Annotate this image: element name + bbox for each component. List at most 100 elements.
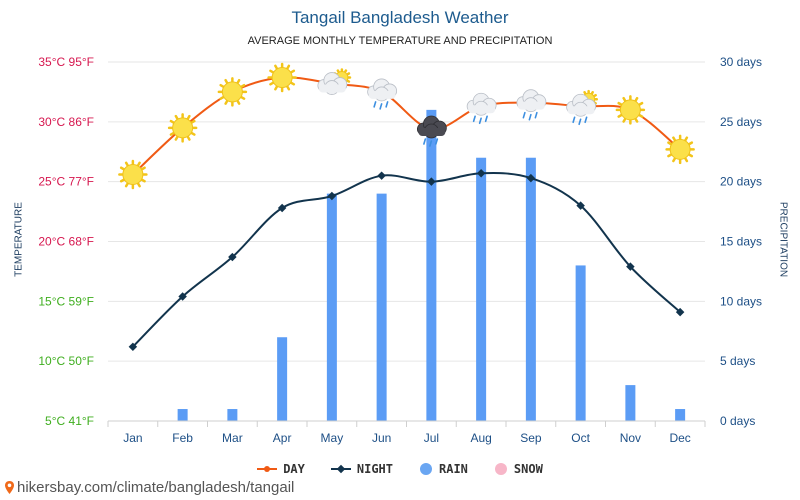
y-right-tick-label: 30 days — [720, 55, 762, 69]
sun-icon — [665, 134, 695, 165]
weather-icons — [118, 62, 695, 190]
sun-disc — [271, 67, 293, 89]
y-right-tick-label: 25 days — [720, 115, 762, 129]
chart-title: Tangail Bangladesh Weather — [291, 8, 509, 27]
legend-item-day[interactable]: DAY — [257, 462, 305, 476]
rain-bar — [625, 385, 636, 421]
x-tick-label: Jun — [372, 431, 391, 445]
sun-icon — [217, 77, 248, 107]
sun-icon — [118, 159, 148, 190]
legend-rain-marker-icon — [420, 463, 432, 475]
source-text: hikersbay.com/climate/bangladesh/tangail — [17, 479, 295, 496]
y-left-tick-label: 10°C 50°F — [38, 354, 94, 368]
sun-icon — [167, 113, 198, 143]
rain-drop — [484, 115, 488, 123]
x-tick-label: Nov — [620, 431, 641, 445]
cloud-base — [468, 105, 496, 114]
y-axis-right: 30 days 25 days 20 days 15 days 10 days 5 day… — [720, 55, 762, 428]
rain-bar — [277, 337, 288, 421]
rain-drop — [472, 115, 476, 123]
y-left-tick-label: 15°C 59°F — [38, 294, 94, 308]
cloud-base — [567, 106, 595, 115]
legend-label-night: NIGHT — [356, 462, 393, 476]
cloud-icon — [367, 78, 398, 102]
source-link[interactable]: hikersbay.com/climate/bangladesh/tangail — [4, 479, 294, 496]
y-left-tick-label: 25°C 77°F — [38, 175, 94, 189]
rain-drop — [373, 101, 377, 108]
night-point — [377, 171, 386, 180]
cloud-icon — [466, 92, 497, 116]
rain-drop — [478, 117, 482, 125]
rain-cloud-icon — [466, 92, 497, 125]
storm-cloud-icon — [416, 115, 447, 147]
y-axis-left-label: TEMPERATURE — [13, 202, 25, 277]
rain-drop — [522, 111, 526, 119]
rain-drop — [379, 103, 383, 110]
cloud-icon — [566, 93, 597, 117]
legend-item-night[interactable]: NIGHT — [330, 462, 393, 476]
y-left-tick-label: 5°C 41°F — [45, 414, 94, 428]
day-series — [129, 74, 684, 178]
y-right-tick-label: 5 days — [720, 354, 755, 368]
cloud-icon — [516, 89, 547, 113]
x-tick-label: Apr — [273, 431, 292, 445]
sun-icon — [267, 62, 297, 93]
y-axis-left: 35°C 95°F 30°C 86°F 25°C 77°F 20°C 68°F 15°C… — [38, 55, 94, 428]
legend-night-marker-icon — [330, 464, 351, 474]
sun-disc — [619, 99, 641, 121]
rain-cloud-icon — [516, 89, 547, 121]
sun-disc — [221, 81, 243, 103]
cloud-base — [318, 84, 346, 93]
rain-cloud-icon — [367, 78, 398, 110]
rain-bar — [575, 265, 586, 421]
sun-icon — [615, 95, 646, 125]
rain-drop — [385, 101, 389, 108]
night-line — [132, 172, 681, 348]
rain-bars — [177, 109, 686, 421]
x-tick-label: Oct — [571, 431, 590, 445]
x-tick-label: Sep — [520, 431, 542, 445]
rain-drop — [584, 116, 588, 124]
night-point — [476, 169, 486, 178]
legend-snow-marker-icon — [494, 463, 507, 475]
night-point — [327, 191, 337, 201]
legend-day-marker-icon — [257, 466, 278, 472]
rain-drop — [528, 113, 532, 121]
y-right-tick-label: 20 days — [720, 175, 762, 189]
location-pin-icon — [5, 481, 14, 494]
day-line — [132, 76, 681, 176]
y-right-tick-label: 0 days — [720, 414, 755, 428]
sun-disc — [172, 117, 194, 139]
sun-icon — [615, 95, 646, 125]
x-axis: Jan Feb Mar Apr May Jun Jul Aug Sep Oct Nov Dec — [107, 420, 706, 445]
rain-bar — [525, 157, 536, 421]
sun-icon — [217, 77, 248, 107]
chart-subtitle: AVERAGE MONTHLY TEMPERATURE AND PRECIPIT… — [247, 35, 553, 47]
night-point — [128, 342, 138, 352]
legend-item-snow[interactable]: SNOW — [494, 462, 543, 476]
legend-item-rain[interactable]: RAIN — [419, 462, 468, 476]
sun-icon — [118, 159, 148, 190]
y-right-tick-label: 10 days — [720, 294, 762, 308]
cloud-icon — [317, 72, 348, 95]
legend-label-snow: SNOW — [513, 462, 543, 476]
x-tick-label: Aug — [470, 431, 491, 445]
night-point — [228, 252, 237, 262]
sun-rain-cloud-icon — [566, 89, 598, 126]
rain-bar — [227, 409, 238, 421]
rain-drop — [423, 138, 427, 145]
night-point — [427, 177, 436, 186]
cloud-base — [418, 128, 446, 137]
night-point — [178, 292, 187, 301]
sun-icon — [267, 62, 297, 93]
x-tick-label: Dec — [669, 431, 690, 445]
y-left-tick-label: 30°C 86°F — [38, 115, 94, 129]
cloud-base — [368, 90, 396, 99]
legend-label-day: DAY — [283, 462, 305, 476]
rain-bar — [476, 157, 487, 421]
rain-bar — [675, 409, 686, 421]
sun-disc — [122, 163, 144, 185]
rain-drop — [429, 140, 433, 147]
x-tick-label: Feb — [172, 431, 193, 445]
